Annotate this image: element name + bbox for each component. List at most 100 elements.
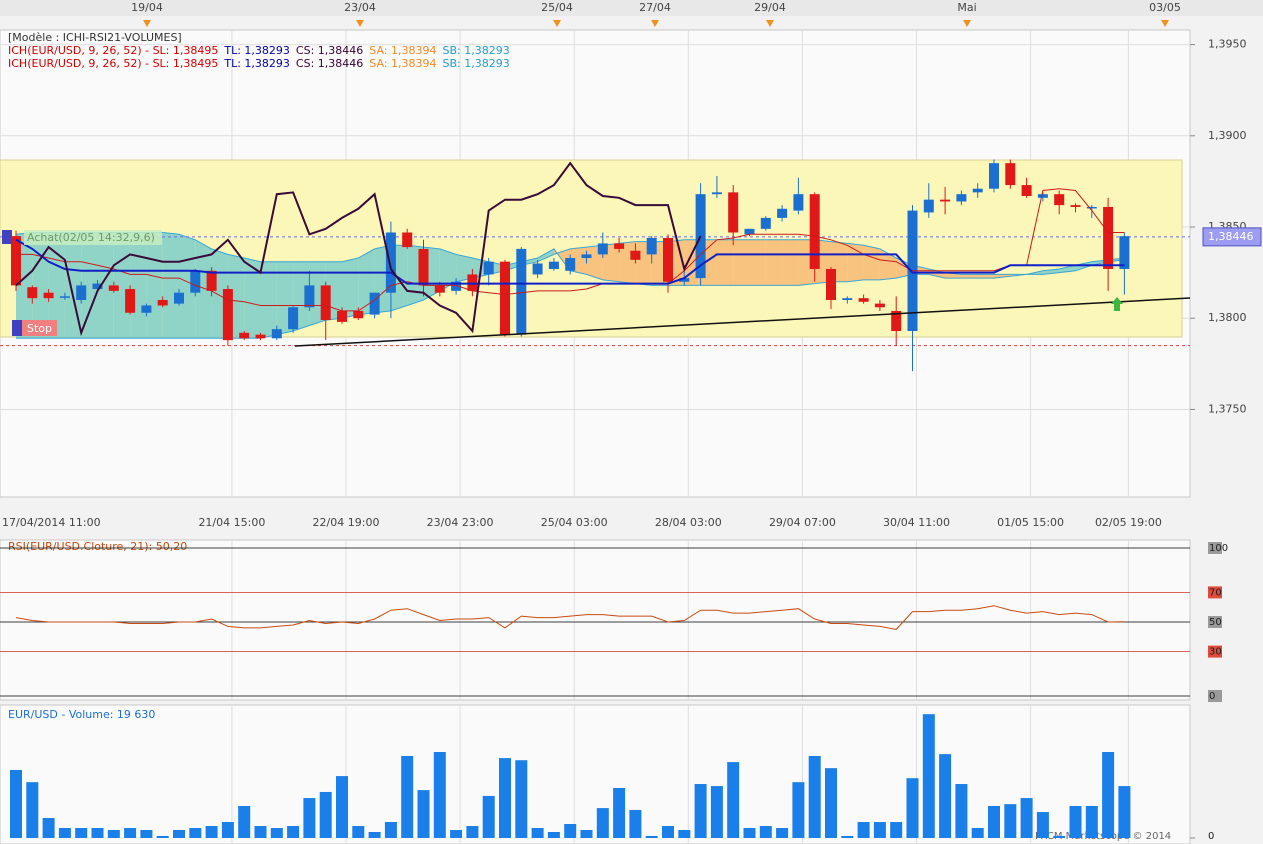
volume-bar	[1036, 812, 1049, 838]
candle-body	[842, 298, 853, 300]
volume-bar	[26, 782, 39, 838]
legend-entry: SA: 1,38394	[369, 57, 436, 70]
candle-body	[760, 217, 771, 229]
cloud-fill	[260, 261, 277, 339]
volume-bar	[857, 822, 870, 838]
candle-body	[239, 332, 250, 339]
volume-bar	[873, 822, 886, 838]
x-tick-label: 17/04/2014 11:00	[2, 516, 101, 529]
legend-entry: TL: 1,38293	[223, 57, 290, 70]
volume-bar	[743, 827, 756, 838]
x-tick-label: 29/04 07:00	[769, 516, 836, 529]
candle-body	[320, 285, 331, 321]
cloud-fill	[847, 243, 864, 282]
cloud-fill	[342, 258, 359, 319]
top-date-label: 03/05	[1149, 1, 1181, 14]
volume-bar	[988, 805, 1000, 838]
rsi-title: RSI(EUR/USD.Cloture, 21): 50,20	[8, 540, 187, 553]
cloud-fill	[879, 248, 897, 280]
session-marker	[1161, 20, 1169, 27]
candle-body	[532, 263, 543, 275]
candle-body	[516, 248, 527, 335]
rsi-panel	[0, 539, 1191, 701]
volume-bar	[596, 808, 609, 838]
volume-bar	[776, 827, 789, 838]
stop-label: Stop	[27, 322, 52, 335]
candle-body	[141, 305, 152, 313]
candle-body	[777, 208, 788, 218]
candle-body	[222, 289, 233, 341]
achat-box	[24, 230, 162, 245]
candle-body	[874, 303, 885, 308]
volume-bar	[580, 830, 593, 838]
volume-bar	[939, 754, 952, 838]
volume-bar	[221, 822, 234, 838]
candle-body	[891, 310, 902, 331]
candle-body	[679, 278, 690, 282]
top-date-label: 29/04	[754, 1, 786, 14]
volume-bar	[1020, 798, 1033, 838]
candle-body	[337, 310, 347, 322]
volume-bar	[499, 758, 511, 838]
volume-bar	[922, 714, 935, 838]
volume-bar	[678, 830, 691, 838]
volume-bar	[189, 827, 202, 838]
volume-bar	[417, 790, 430, 838]
volume-bar	[10, 770, 22, 838]
achat-marker: Achat(02/05 14:32,9,6)	[2, 230, 162, 245]
tick-label-box	[1208, 690, 1222, 702]
candle-body	[59, 296, 70, 298]
volume-bar	[238, 805, 251, 838]
rsi-line	[15, 605, 1125, 630]
tick-label-box	[1208, 616, 1222, 628]
session-marker	[553, 20, 561, 27]
volume-bar	[1004, 804, 1017, 838]
y-tick-label: 70	[1209, 587, 1222, 598]
indicator-line	[15, 238, 1125, 285]
top-date-label: Mai	[957, 1, 976, 14]
price-tag-label: 1,38446	[1208, 230, 1254, 243]
candle-body	[597, 243, 608, 255]
volume-bar	[906, 778, 919, 838]
volume-bar	[205, 826, 218, 838]
candle-body	[1103, 206, 1114, 269]
stop-flag	[12, 320, 22, 336]
y-tick-label: 1,3900	[1208, 129, 1247, 142]
volume-bar	[629, 809, 642, 838]
candle-body	[206, 270, 217, 291]
volume-bar	[825, 768, 837, 838]
volume-bar	[482, 795, 495, 838]
cloud-fill	[1042, 268, 1060, 275]
volume-bar	[173, 830, 185, 838]
candle-body	[11, 236, 21, 286]
cloud-fill	[162, 232, 179, 339]
x-tick-label: 23/04 23:00	[427, 516, 494, 529]
legend-entry: SB: 1,38293	[443, 44, 510, 57]
candle-body	[125, 289, 136, 313]
volume-bar	[254, 826, 267, 838]
candle-body	[385, 232, 396, 293]
candle-body	[940, 199, 951, 202]
volume-bar	[58, 827, 71, 838]
y-tick-label: 1,3750	[1208, 402, 1247, 415]
volume-bar	[1053, 835, 1066, 838]
legend-line: ICH(EUR/USD, 9, 26, 52) - SL: 1,38495 TL:…	[8, 44, 510, 57]
volume-bar	[287, 826, 300, 838]
volume-bar	[140, 830, 153, 838]
volume-bar	[547, 831, 560, 838]
candle-body	[972, 188, 983, 193]
candle-body	[1070, 205, 1081, 207]
volume-bar	[727, 762, 740, 838]
x-tick-label: 25/04 03:00	[541, 516, 608, 529]
volume-bar	[841, 835, 854, 838]
session-marker	[963, 20, 971, 27]
cloud-fill	[244, 258, 261, 339]
candle-body	[1086, 206, 1097, 209]
cloud-fill	[716, 239, 734, 286]
candle-body	[711, 192, 722, 195]
cloud-fill	[439, 248, 457, 291]
candle-body	[369, 292, 380, 315]
volume-bar	[531, 827, 544, 838]
